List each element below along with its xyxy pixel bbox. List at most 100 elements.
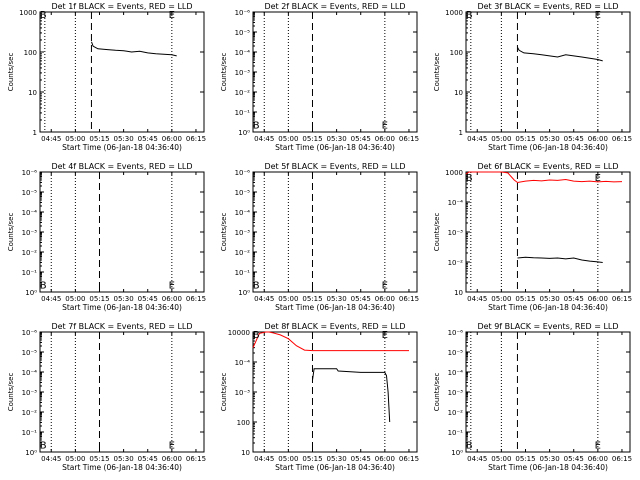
y-tick-label: 10⁻⁶: [235, 169, 251, 177]
x-tick-label: 06:15: [186, 135, 206, 143]
y-tick-label: 10⁻⁵: [448, 349, 464, 357]
x-axis-label: Start Time (06-Jan-18 04:36:40): [275, 303, 395, 312]
x-tick-label: 05:00: [278, 135, 298, 143]
y-tick-label: 10⁻³: [448, 229, 464, 237]
marker-e: E: [169, 280, 175, 291]
y-tick-label: 10⁻³: [22, 389, 38, 397]
y-tick-label: 10⁻¹: [22, 269, 38, 277]
x-tick-label: 05:00: [278, 295, 298, 303]
y-tick-label: 10⁻⁶: [22, 169, 38, 177]
x-tick-label: 05:30: [540, 295, 560, 303]
marker-e: E: [595, 10, 601, 21]
x-tick-label: 05:45: [564, 455, 584, 463]
y-tick-label: 10⁻²: [448, 409, 464, 417]
y-tick-label: 10⁻⁴: [22, 209, 38, 217]
plot-frame: [252, 331, 418, 453]
plot-frame: [39, 11, 205, 133]
det-panel-4: Det 4f BLACK = Events, RED = LLD 04:45 05:…: [7, 162, 206, 312]
x-tick-label: 05:00: [65, 135, 85, 143]
y-tick-label: 10: [454, 89, 463, 97]
y-axis-label: Counts/sec: [7, 373, 15, 412]
y-axis-label: Counts/sec: [220, 373, 228, 412]
y-tick-label: 10⁻³: [448, 389, 464, 397]
y-tick-label: 10⁻²: [22, 249, 38, 257]
y-tick-label: 100: [450, 49, 463, 57]
y-tick-label: 10⁻²: [235, 249, 251, 257]
x-tick-label: 05:15: [515, 455, 535, 463]
marker-e: E: [595, 173, 601, 184]
x-tick-label: 05:30: [327, 455, 347, 463]
y-tick-label: 10⁻⁴: [22, 369, 38, 377]
x-tick-label: 05:15: [89, 455, 109, 463]
x-tick-label: 05:00: [491, 295, 511, 303]
y-tick-label: 1000: [445, 169, 463, 177]
y-axis-label: Counts/sec: [7, 213, 15, 252]
y-tick-label: 10⁻⁶: [22, 329, 38, 337]
series-line: [91, 41, 177, 57]
det-panel-3: Det 3f BLACK = Events, RED = LLD 04:45 05:…: [433, 2, 632, 152]
y-tick-label: 100: [24, 49, 37, 57]
x-axis-label: Start Time (06-Jan-18 04:36:40): [62, 303, 182, 312]
plot-frame: [465, 11, 631, 133]
y-axis-label: Counts/sec: [433, 373, 441, 412]
y-tick-label: 10⁰: [238, 289, 250, 297]
x-tick-label: 05:15: [302, 455, 322, 463]
plot-frame: [465, 171, 631, 293]
det-panel-9: Det 9f BLACK = Events, RED = LLD 04:45 05:…: [433, 322, 632, 472]
marker-e: E: [382, 280, 388, 291]
det-panel-8: Det 8f BLACK = Events, RED = LLD 04:45 05:…: [220, 322, 419, 472]
x-tick-label: 05:45: [351, 455, 371, 463]
y-tick-label: 10⁻¹: [448, 429, 464, 437]
y-tick-label: 10⁻³: [235, 69, 251, 77]
x-tick-label: 05:00: [491, 455, 511, 463]
marker-b: B: [40, 280, 47, 291]
y-tick-label: 10⁰: [25, 289, 37, 297]
panel-title: Det 9f BLACK = Events, RED = LLD: [477, 322, 618, 331]
y-tick-label: 10⁻²: [235, 89, 251, 97]
x-axis-label: Start Time (06-Jan-18 04:36:40): [488, 303, 608, 312]
marker-b: B: [40, 10, 47, 21]
x-tick-label: 05:45: [351, 295, 371, 303]
y-tick-label: 10⁻⁶: [235, 9, 251, 17]
x-tick-label: 06:15: [399, 295, 419, 303]
panel-title: Det 7f BLACK = Events, RED = LLD: [51, 322, 192, 331]
x-tick-label: 05:15: [89, 135, 109, 143]
y-tick-label: 10⁻⁵: [235, 189, 251, 197]
y-tick-label: 1: [33, 129, 37, 137]
x-tick-label: 05:45: [564, 135, 584, 143]
x-axis-label: Start Time (06-Jan-18 04:36:40): [488, 463, 608, 472]
panel-title: Det 6f BLACK = Events, RED = LLD: [477, 162, 618, 171]
y-tick-label: 10: [28, 89, 37, 97]
x-tick-label: 05:45: [138, 455, 158, 463]
x-tick-label: 04:45: [254, 135, 274, 143]
x-tick-label: 04:45: [41, 135, 61, 143]
y-axis-label: Counts/sec: [220, 53, 228, 92]
x-tick-label: 05:30: [114, 295, 134, 303]
series-line: [465, 171, 623, 184]
y-tick-label: 10⁻¹: [22, 429, 38, 437]
x-tick-label: 06:15: [612, 295, 632, 303]
marker-b: B: [466, 173, 473, 184]
x-tick-label: 05:30: [327, 295, 347, 303]
series-line: [252, 331, 409, 352]
y-tick-label: 1000: [445, 9, 463, 17]
marker-e: E: [169, 440, 175, 451]
x-tick-label: 04:45: [41, 455, 61, 463]
panel-title: Det 8f BLACK = Events, RED = LLD: [264, 322, 405, 331]
x-tick-label: 05:30: [540, 135, 560, 143]
x-tick-label: 06:00: [375, 295, 395, 303]
x-axis-label: Start Time (06-Jan-18 04:36:40): [275, 143, 395, 152]
plot-frame: [252, 171, 418, 293]
y-tick-label: 10⁻²: [22, 409, 38, 417]
x-axis-label: Start Time (06-Jan-18 04:36:40): [488, 143, 608, 152]
x-axis-label: Start Time (06-Jan-18 04:36:40): [62, 143, 182, 152]
x-tick-label: 05:00: [65, 295, 85, 303]
x-tick-label: 06:00: [588, 455, 608, 463]
y-tick-label: 10: [241, 449, 250, 457]
x-tick-label: 05:30: [114, 455, 134, 463]
y-tick-label: 10⁻⁴: [235, 49, 251, 57]
plot-frame: [39, 171, 205, 293]
x-tick-label: 05:00: [278, 455, 298, 463]
x-tick-label: 05:15: [515, 295, 535, 303]
